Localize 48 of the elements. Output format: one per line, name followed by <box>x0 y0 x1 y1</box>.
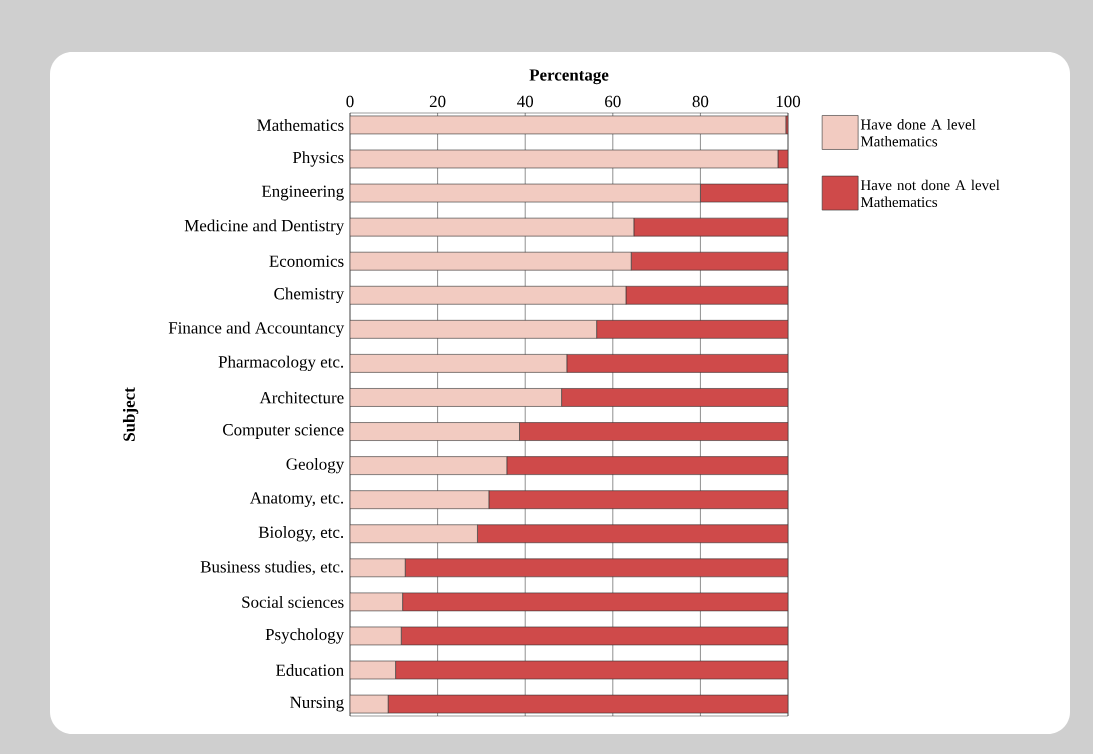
y-tick-label: Medicine and Dentistry <box>184 219 345 235</box>
bar <box>350 320 597 339</box>
y-tick-label: Computer science <box>223 424 344 439</box>
y-tick-label: Social sciences <box>242 595 344 608</box>
y-tick-label: Psychology <box>265 628 345 644</box>
x-axis-title: Percentage <box>529 69 609 85</box>
bar <box>488 490 789 509</box>
y-tick-label: Business studies, etc. <box>200 560 344 575</box>
bar <box>350 558 406 578</box>
y-tick-label: Engineering <box>261 185 344 201</box>
legend-label: Have not done A level Mathematics <box>860 179 1000 208</box>
x-tick-label: 60 <box>605 95 621 108</box>
bar <box>625 285 789 305</box>
bar <box>350 251 632 271</box>
x-tick-label: 80 <box>692 95 709 108</box>
bar <box>404 558 789 578</box>
y-tick-label: Anatomy, etc. <box>249 492 344 508</box>
y-tick-label: Geology <box>286 457 345 474</box>
y-tick-label: Pharmacology etc. <box>218 355 344 372</box>
x-tick-label: 100 <box>776 95 801 108</box>
y-tick-label: Nursing <box>290 696 344 712</box>
bar <box>561 388 789 407</box>
bar <box>350 422 520 441</box>
bar <box>519 422 789 441</box>
x-tick-label: 0 <box>346 95 354 108</box>
y-tick-label: Physics <box>292 151 344 167</box>
bar <box>350 354 568 373</box>
y-tick-label: Education <box>275 664 344 676</box>
bar <box>350 388 562 407</box>
y-tick-label: Mathematics <box>257 118 344 131</box>
legend-label: Have done A level Mathematics <box>860 119 976 147</box>
x-tick-label: 20 <box>429 95 446 108</box>
bar <box>350 456 508 475</box>
y-tick-label: Economics <box>269 255 344 267</box>
bar <box>596 320 789 339</box>
bar <box>506 456 789 475</box>
y-tick-label: Finance and Accountancy <box>168 321 345 338</box>
y-axis-title: Subject <box>122 387 139 441</box>
x-tick-label: 40 <box>517 95 534 108</box>
y-tick-label: Chemistry <box>274 287 345 303</box>
bar <box>350 285 627 305</box>
bar <box>630 251 789 271</box>
bar <box>477 524 789 544</box>
y-tick-label: Biology, etc. <box>258 526 344 542</box>
bar <box>350 524 478 544</box>
bar <box>350 490 490 509</box>
bar <box>566 354 789 373</box>
y-tick-label: Architecture <box>259 391 344 404</box>
